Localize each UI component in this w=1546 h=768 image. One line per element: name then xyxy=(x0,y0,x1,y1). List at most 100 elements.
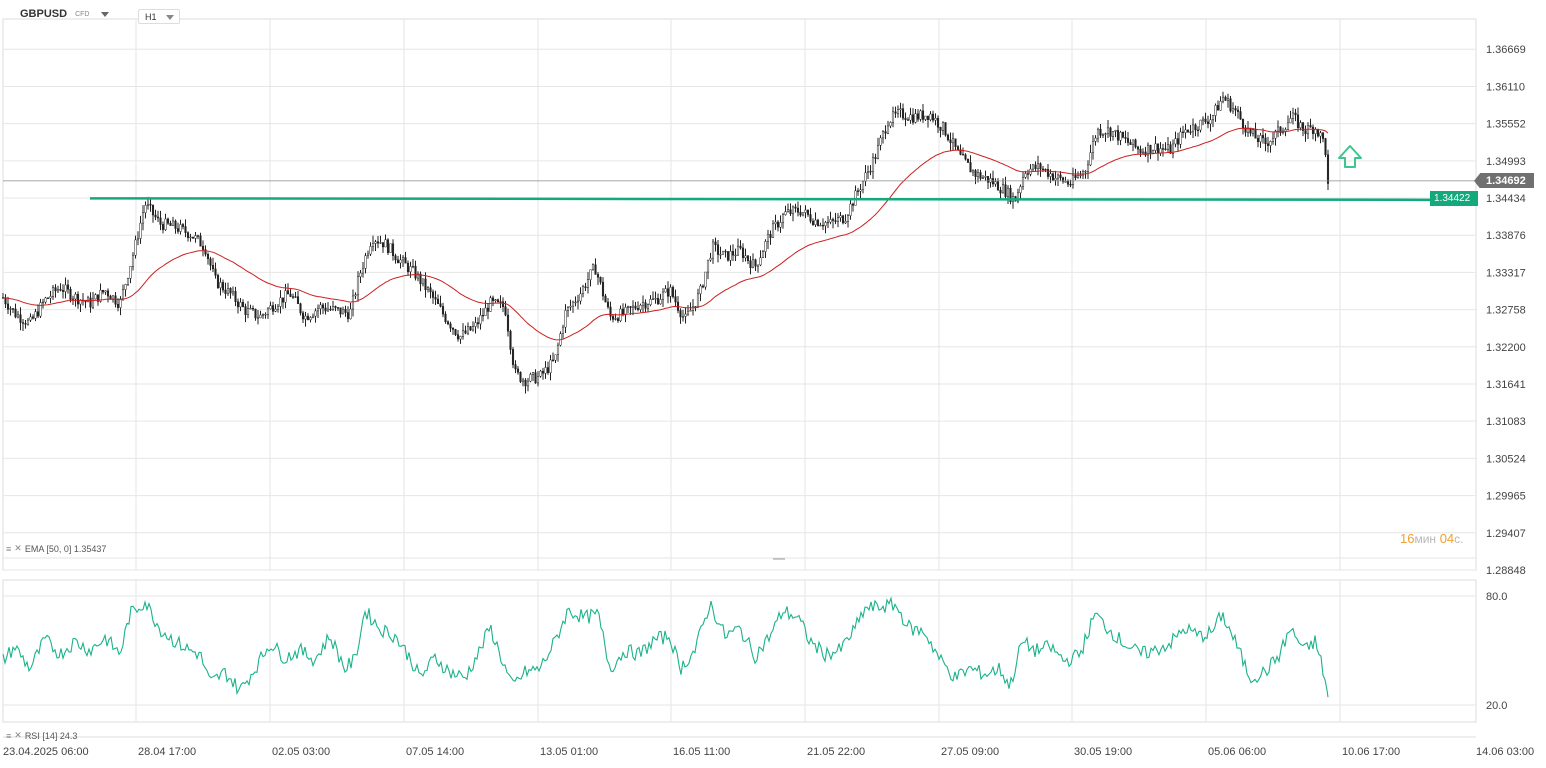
candle-body xyxy=(296,296,300,305)
candle-body xyxy=(804,209,807,213)
candle-body xyxy=(1221,96,1225,102)
x-tick-label: 28.04 17:00 xyxy=(138,746,196,758)
candle-body xyxy=(341,309,345,315)
candle-body xyxy=(454,329,457,335)
candle-body xyxy=(34,311,37,319)
candle-body xyxy=(1326,154,1330,184)
x-tick-label: 16.05 11:00 xyxy=(673,746,730,758)
candle-body xyxy=(114,295,117,305)
rsi-indicator-legend[interactable]: ≡ ✕ RSI [14] 24.3 xyxy=(6,730,77,741)
symbol-dropdown-icon[interactable] xyxy=(101,11,110,17)
candle-body xyxy=(736,245,740,256)
candle-body xyxy=(104,290,107,293)
candle-body xyxy=(244,306,247,315)
candle-body xyxy=(504,306,507,316)
candle-body xyxy=(949,139,952,144)
candle-body xyxy=(1249,127,1252,134)
candle-body xyxy=(379,242,382,244)
candle-body xyxy=(16,314,20,318)
candle-body xyxy=(9,308,12,310)
symbol-type: CFD xyxy=(75,10,90,18)
candle-body xyxy=(546,367,550,373)
candle-body xyxy=(1316,129,1320,137)
indicator-remove-icon[interactable]: ✕ xyxy=(14,730,22,740)
indicator-remove-icon[interactable]: ✕ xyxy=(14,543,22,553)
candle-body xyxy=(986,176,990,183)
candle-body xyxy=(489,297,492,312)
candle-body xyxy=(231,291,235,294)
candle-body xyxy=(1174,138,1177,145)
candle-body xyxy=(901,108,905,119)
ema-indicator-legend[interactable]: ≡ ✕ EMA [50, 0] 1.35437 xyxy=(6,543,106,554)
candle-body xyxy=(359,272,362,277)
candle-body xyxy=(1091,141,1095,153)
timeframe-dropdown-icon[interactable] xyxy=(166,15,174,20)
candle-body xyxy=(594,264,597,275)
candle-body xyxy=(144,205,147,214)
candle-body xyxy=(221,282,225,291)
y-tick-label: 1.36669 xyxy=(1486,44,1526,56)
candle-body xyxy=(1304,130,1307,135)
candle-body xyxy=(1096,128,1100,139)
candle-body xyxy=(654,298,657,300)
candle-body xyxy=(396,259,400,264)
candle-body xyxy=(1111,131,1115,137)
candle-body xyxy=(311,315,315,318)
candle-body xyxy=(234,291,237,302)
candle-body xyxy=(1051,173,1055,181)
candle-body xyxy=(154,214,157,218)
candle-body xyxy=(286,290,290,295)
y-tick-label: 1.29407 xyxy=(1486,528,1526,540)
candle-body xyxy=(1319,132,1322,137)
candle-body xyxy=(709,257,712,261)
candle-body xyxy=(381,242,385,248)
candle-body xyxy=(314,310,317,317)
candle-body xyxy=(146,203,150,206)
candle-body xyxy=(1244,127,1247,133)
candle-body xyxy=(376,241,380,244)
candle-body xyxy=(84,300,87,303)
candle-body xyxy=(766,234,770,242)
candle-body xyxy=(129,265,132,279)
candle-body xyxy=(896,109,900,114)
candle-body xyxy=(801,212,805,216)
candle-body xyxy=(894,111,897,114)
candle-body xyxy=(1234,108,1237,111)
candle-body xyxy=(1256,137,1260,143)
y-tick-label: 1.30524 xyxy=(1486,453,1526,465)
candle-body xyxy=(149,203,152,206)
candle-body xyxy=(216,275,220,289)
candle-body xyxy=(1104,133,1107,135)
candle-body xyxy=(844,221,847,224)
level-price-tag: 1.34422 xyxy=(1430,191,1478,207)
candle-body xyxy=(531,372,535,375)
candle-body xyxy=(821,224,825,227)
candle-body xyxy=(814,219,817,225)
candle-body xyxy=(1301,122,1305,131)
indicator-settings-icon[interactable]: ≡ xyxy=(6,730,12,741)
candle-body xyxy=(509,330,512,350)
candle-body xyxy=(501,301,505,307)
candle-body xyxy=(764,241,767,252)
candle-body xyxy=(696,293,700,307)
candle-body xyxy=(1321,132,1325,139)
candle-body xyxy=(536,376,540,384)
indicator-settings-icon[interactable]: ≡ xyxy=(6,543,12,554)
candle-body xyxy=(1046,169,1050,177)
candle-body xyxy=(879,137,882,146)
candle-body xyxy=(26,319,30,325)
candle-body xyxy=(1089,152,1092,166)
candle-body xyxy=(246,308,250,315)
candle-body xyxy=(204,249,207,255)
symbol-name: GBPUSD xyxy=(20,8,68,20)
timeframe-selector[interactable]: H1 xyxy=(138,9,180,24)
candle-body xyxy=(181,224,185,227)
candle-body xyxy=(784,211,787,215)
candle-body xyxy=(554,354,557,361)
candle-body xyxy=(931,113,935,121)
candle-body xyxy=(976,172,980,177)
symbol-selector[interactable]: GBPUSD CFD xyxy=(20,8,110,20)
candle-body xyxy=(1204,118,1207,123)
candle-body xyxy=(639,304,642,310)
